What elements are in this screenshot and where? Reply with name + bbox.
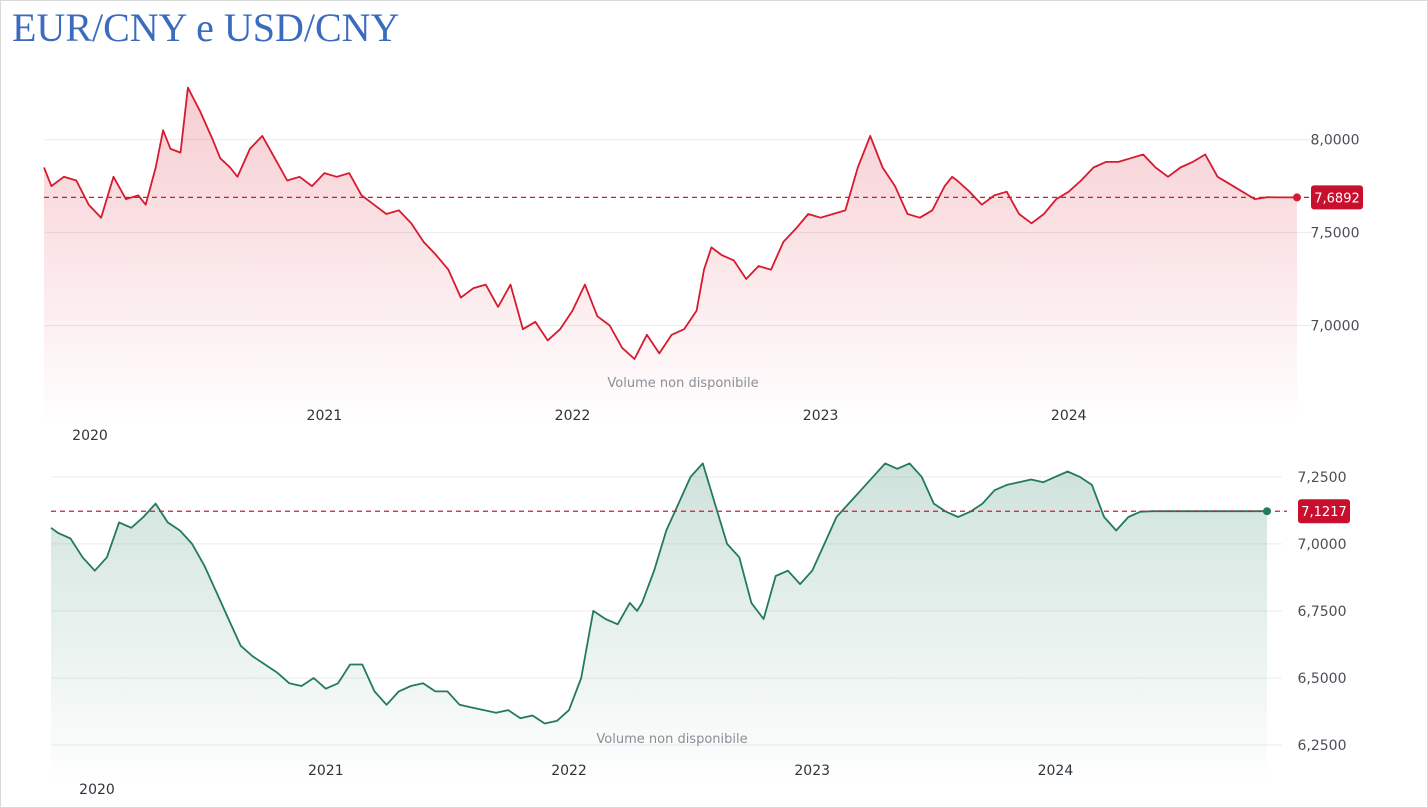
y-tick-label: 8,0000 bbox=[1311, 133, 1360, 149]
x-tick-label: 2021 bbox=[308, 763, 344, 779]
x-tick-label: 2024 bbox=[1051, 408, 1087, 424]
current-value-label: 7,1217 bbox=[1301, 505, 1347, 520]
x-tick-label-first-year: 2020 bbox=[72, 428, 108, 444]
y-tick-label: 7,2500 bbox=[1298, 470, 1347, 486]
current-value-badge bbox=[1298, 499, 1350, 524]
usd-cny-chart[interactable]: 7,2500 7,0000 6,7500 6,5000 6,2500 7,1217 2021… bbox=[0, 450, 1428, 805]
volume-note: Volume non disponibile bbox=[596, 732, 747, 747]
x-tick-label-first-year: 2020 bbox=[79, 782, 115, 798]
x-tick-label: 2023 bbox=[794, 763, 830, 779]
y-tick-label: 6,7500 bbox=[1298, 604, 1347, 620]
usd-series-line[interactable] bbox=[50, 462, 1267, 725]
y-tick-label: 7,5000 bbox=[1311, 226, 1360, 242]
last-point-marker bbox=[1263, 507, 1271, 516]
last-point-marker bbox=[1293, 193, 1301, 202]
page-title: EUR/CNY e USD/CNY bbox=[12, 5, 400, 50]
x-tick-label: 2021 bbox=[307, 408, 343, 424]
usd-area-fill bbox=[51, 463, 1267, 785]
y-tick-label: 6,2500 bbox=[1298, 738, 1347, 754]
eur-area-fill bbox=[44, 87, 1297, 425]
current-value-badge bbox=[1311, 185, 1363, 210]
x-tick-label: 2023 bbox=[803, 408, 839, 424]
volume-note: Volume non disponibile bbox=[607, 376, 758, 391]
y-tick-label: 7,0000 bbox=[1298, 537, 1347, 553]
y-tick-label: 7,0000 bbox=[1311, 319, 1360, 335]
x-tick-label: 2024 bbox=[1038, 763, 1074, 779]
eur-cny-chart[interactable]: 8,0000 7,5000 7,0000 7,6892 2021 2022 2023 2024… bbox=[0, 86, 1428, 450]
x-tick-label: 2022 bbox=[551, 763, 587, 779]
y-tick-label: 6,5000 bbox=[1298, 671, 1347, 687]
current-value-label: 7,6892 bbox=[1314, 191, 1360, 206]
eur-series-line[interactable] bbox=[43, 86, 1297, 360]
x-tick-label: 2022 bbox=[555, 408, 591, 424]
